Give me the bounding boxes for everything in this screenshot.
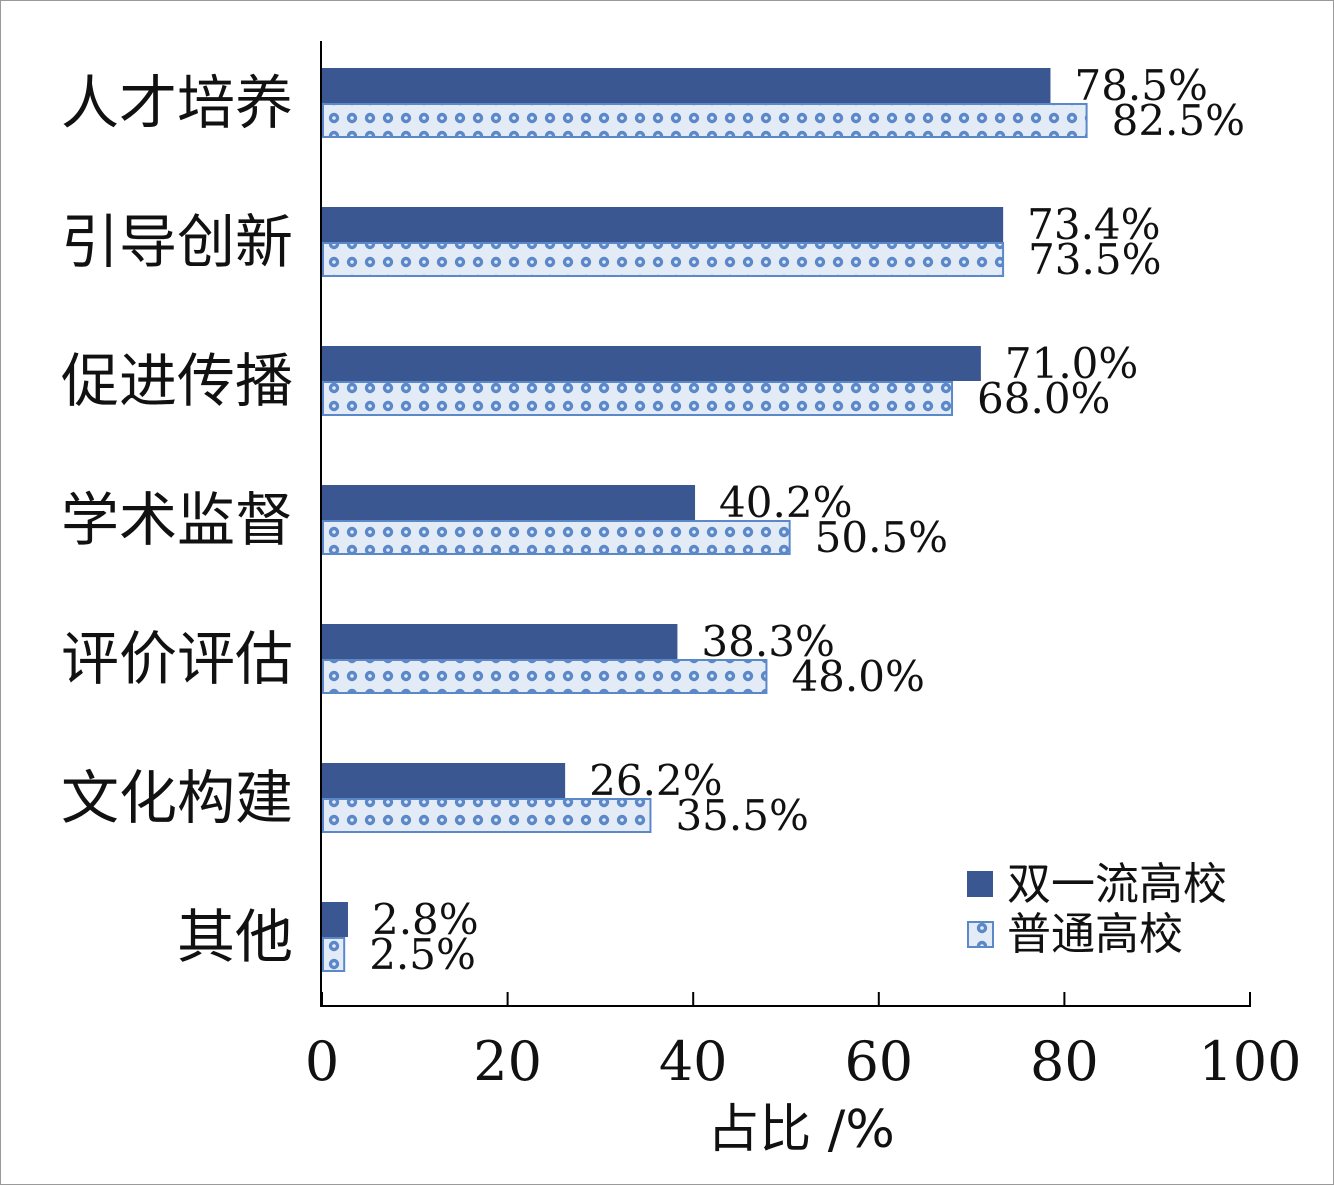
axes-layer: 0 20 40 60 80 100 xyxy=(305,41,1302,1093)
data-label-series-1: 38.3% xyxy=(701,617,834,666)
data-label-series-2: 2.5% xyxy=(369,930,476,979)
data-label-series-1: 73.4% xyxy=(1027,200,1160,249)
data-label-series-1: 40.2% xyxy=(719,478,852,527)
data-label-series-1: 2.8% xyxy=(372,895,479,944)
x-tick-label: 40 xyxy=(659,1030,728,1093)
bars-layer xyxy=(322,68,1088,972)
x-tick-label: 0 xyxy=(305,1030,339,1093)
category-label: 文化构建 xyxy=(61,764,293,832)
bar-series-1 xyxy=(322,346,981,381)
data-label-series-2: 68.0% xyxy=(977,374,1110,423)
legend-swatch-series-2 xyxy=(967,921,994,948)
x-tick-label: 20 xyxy=(473,1030,542,1093)
bar-series-2 xyxy=(322,659,768,694)
data-label-series-1: 78.5% xyxy=(1074,61,1207,110)
bar-series-1 xyxy=(322,763,566,798)
bar-series-1 xyxy=(322,624,678,659)
data-label-series-1: 71.0% xyxy=(1005,339,1138,388)
category-label: 人才培养 xyxy=(61,69,293,137)
bar-series-1 xyxy=(322,902,348,937)
bar-series-2 xyxy=(322,937,346,972)
bar-series-1 xyxy=(322,68,1051,103)
data-label-series-1: 26.2% xyxy=(589,756,722,805)
legend: 双一流高校 普通高校 xyxy=(967,859,1227,960)
bar-series-1 xyxy=(322,207,1004,242)
data-label-series-2: 35.5% xyxy=(675,791,808,840)
category-label: 评价评估 xyxy=(61,625,293,693)
data-label-series-2: 82.5% xyxy=(1112,96,1245,145)
data-label-series-2: 50.5% xyxy=(815,513,948,562)
category-label: 学术监督 xyxy=(61,486,293,554)
category-label: 促进传播 xyxy=(61,347,293,415)
x-tick-label: 60 xyxy=(844,1030,913,1093)
legend-swatch-series-1 xyxy=(967,871,993,897)
x-tick-label: 80 xyxy=(1030,1030,1099,1093)
category-label: 其他 xyxy=(177,903,293,971)
category-label: 引导创新 xyxy=(61,208,293,276)
data-label-series-2: 73.5% xyxy=(1028,235,1161,284)
x-tick-label: 100 xyxy=(1198,1030,1301,1093)
data-label-series-2: 48.0% xyxy=(791,652,924,701)
legend-label-series-1: 双一流高校 xyxy=(1007,859,1227,910)
bar-series-2 xyxy=(322,381,954,416)
bar-series-2 xyxy=(322,520,791,555)
bar-series-1 xyxy=(322,485,696,520)
value-labels-layer: 78.5%82.5% 73.4%73.5% 71.0%68.0% 40.2%50.5%… xyxy=(369,61,1245,979)
bar-series-2 xyxy=(322,242,1005,277)
x-axis-label: 占比 /% xyxy=(707,1100,894,1160)
legend-label-series-2: 普通高校 xyxy=(1007,909,1183,960)
bar-series-2 xyxy=(322,798,652,833)
bar-series-2 xyxy=(322,103,1088,138)
